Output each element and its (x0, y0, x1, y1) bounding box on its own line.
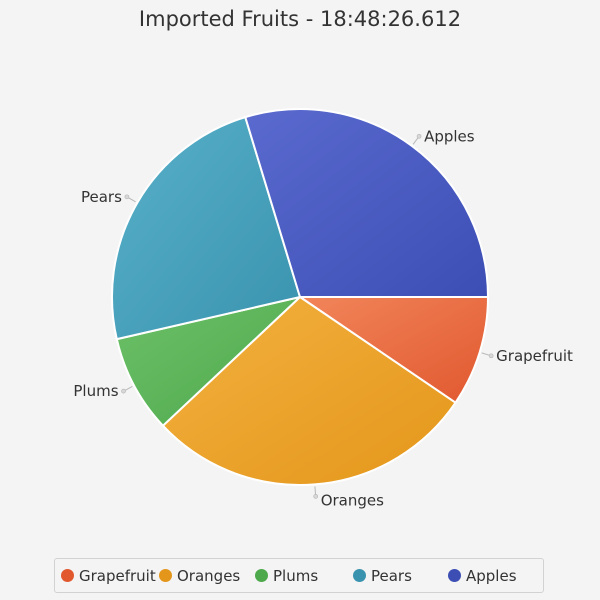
legend-item-apples: Apples (448, 559, 517, 594)
legend-swatch-grapefruit (61, 569, 74, 582)
leader-dot-grapefruit (488, 353, 494, 359)
slice-label-plums: Plums (73, 382, 118, 400)
pie-slice-pears[interactable] (111, 115, 302, 341)
chart-title: Imported Fruits - 18:48:26.612 (138, 7, 462, 31)
legend-label-plums: Plums (273, 567, 319, 585)
legend-swatch-pears (353, 569, 366, 582)
legend-label-apples: Apples (466, 567, 517, 585)
legend-swatch-plums (255, 569, 268, 582)
pie-slice-grapefruit[interactable] (296, 296, 490, 405)
legend-swatch-apples (448, 569, 461, 582)
pie-slice-apples[interactable] (244, 108, 490, 298)
chart-legend: Grapefruit Oranges Plums Pears Apples (54, 558, 544, 593)
leader-dot-apples (416, 133, 422, 139)
slice-label-grapefruit: Grapefruit (496, 347, 573, 365)
legend-label-oranges: Oranges (177, 567, 241, 585)
legend-label-grapefruit: Grapefruit (79, 567, 156, 585)
legend-swatch-oranges (159, 569, 172, 582)
slice-label-pears: Pears (81, 188, 122, 206)
leader-dot-oranges (313, 494, 319, 499)
pie-slice-oranges[interactable] (161, 295, 457, 486)
legend-item-pears: Pears (353, 559, 412, 594)
legend-item-plums: Plums (255, 559, 318, 594)
legend-label-pears: Pears (371, 567, 412, 585)
leader-dot-pears (124, 194, 130, 200)
slice-label-apples: Apples (424, 127, 475, 145)
legend-item-oranges: Oranges (159, 559, 240, 594)
leader-dot-plums (121, 388, 126, 394)
slice-label-oranges: Oranges (321, 491, 384, 509)
legend-item-grapefruit: Grapefruit (61, 559, 156, 594)
